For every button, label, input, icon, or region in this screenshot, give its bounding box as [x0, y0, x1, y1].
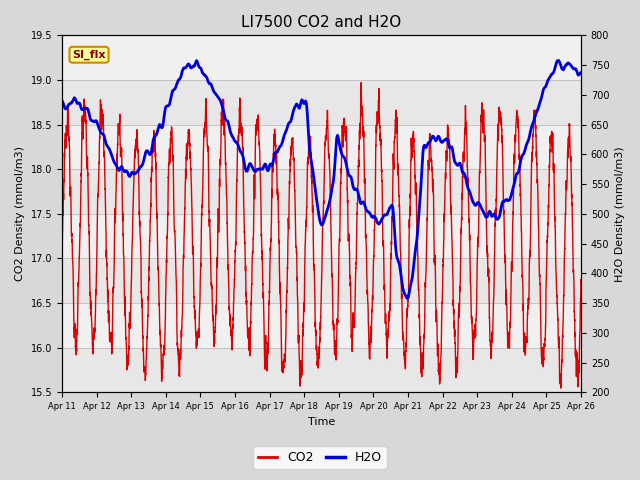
CO2 — [557, 385, 564, 391]
CO2 — [467, 302, 475, 308]
CO2 — [438, 317, 445, 323]
H2O — [403, 295, 411, 301]
Bar — [62, 348, 581, 392]
H2O — [409, 270, 417, 276]
Bar — [62, 258, 581, 303]
X-axis label: Time: Time — [308, 417, 335, 427]
CO2 — [58, 260, 66, 266]
H2O — [577, 70, 584, 75]
CO2 — [577, 280, 585, 286]
H2O — [577, 70, 585, 75]
Legend: CO2, H2O: CO2, H2O — [253, 446, 387, 469]
Line: CO2: CO2 — [62, 83, 581, 388]
Text: SI_flx: SI_flx — [72, 49, 106, 60]
CO2 — [151, 147, 159, 153]
H2O — [467, 193, 475, 199]
CO2 — [357, 80, 365, 85]
H2O — [151, 133, 159, 139]
CO2 — [302, 217, 310, 223]
H2O — [302, 98, 310, 104]
Y-axis label: H2O Density (mmol/m3): H2O Density (mmol/m3) — [615, 146, 625, 282]
Y-axis label: CO2 Density (mmol/m3): CO2 Density (mmol/m3) — [15, 146, 25, 281]
H2O — [554, 58, 562, 63]
H2O — [58, 98, 66, 104]
Line: H2O: H2O — [62, 60, 581, 298]
CO2 — [409, 132, 417, 138]
Bar — [62, 169, 581, 214]
CO2 — [577, 294, 584, 300]
Title: LI7500 CO2 and H2O: LI7500 CO2 and H2O — [241, 15, 402, 30]
H2O — [438, 139, 445, 145]
Bar — [62, 80, 581, 125]
